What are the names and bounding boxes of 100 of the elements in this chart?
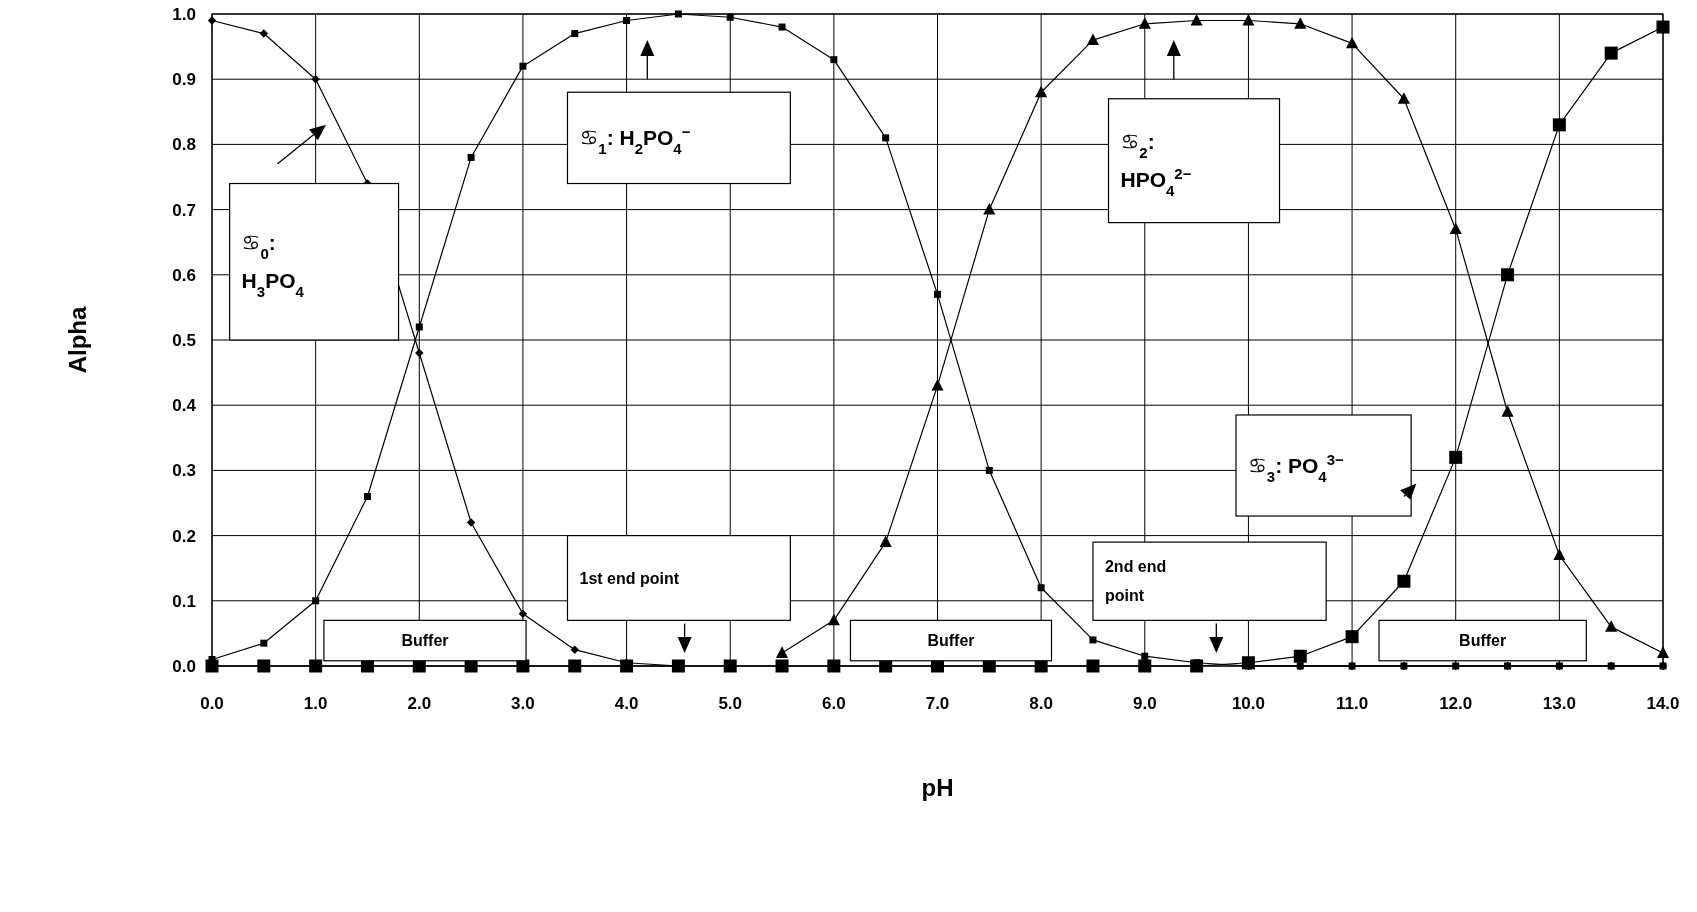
point — [934, 290, 941, 298]
point — [1294, 17, 1307, 29]
point — [205, 659, 219, 673]
x-tick-label: 9.0 — [1132, 694, 1157, 713]
x-tick-label: 0.0 — [200, 694, 224, 713]
point — [1552, 118, 1566, 132]
point — [827, 659, 841, 673]
point — [1604, 46, 1618, 60]
point — [519, 62, 527, 70]
point — [879, 659, 893, 673]
y-tick-label: 0.2 — [172, 526, 196, 546]
point — [931, 379, 944, 391]
point — [516, 659, 530, 673]
annotation: ♋$_{0}$: H$_{3}$PO$_{4}$ — [241, 231, 305, 300]
point — [983, 203, 996, 215]
point — [1656, 20, 1670, 34]
point — [775, 646, 789, 658]
x-tick-label: 14.0 — [1646, 694, 1680, 713]
y-tick-label: 0.5 — [172, 331, 196, 350]
point — [466, 518, 476, 527]
point — [1089, 636, 1097, 644]
point — [620, 659, 634, 673]
point — [1656, 646, 1670, 658]
point — [1034, 659, 1048, 673]
y-tick-label: 0.8 — [172, 135, 196, 155]
point — [1296, 662, 1304, 670]
x-tick-label: 2.0 — [407, 694, 432, 713]
point — [882, 134, 890, 142]
point — [467, 153, 475, 161]
point — [1449, 222, 1462, 235]
point — [931, 659, 944, 673]
point — [1190, 659, 1204, 673]
point — [1086, 33, 1100, 46]
point — [1138, 17, 1151, 29]
point — [982, 659, 996, 673]
point — [1501, 268, 1515, 282]
point — [778, 23, 786, 31]
annotation: Buffer — [1459, 632, 1507, 650]
y-tick-label: 0.6 — [172, 265, 196, 285]
point — [518, 609, 528, 619]
y-tick-label: 0.9 — [172, 70, 196, 90]
annotation: Buffer — [401, 632, 449, 650]
x-tick-label: 10.0 — [1231, 694, 1265, 713]
x-tick-label: 4.0 — [614, 694, 639, 713]
point — [1397, 574, 1411, 588]
point — [1293, 649, 1307, 663]
point — [985, 466, 993, 474]
point — [259, 29, 269, 38]
y-tick-label: 1.0 — [172, 5, 196, 24]
point — [623, 17, 631, 25]
point — [415, 323, 423, 331]
x-tick-label: 5.0 — [718, 694, 743, 713]
annotation: 2nd end point — [1104, 558, 1167, 605]
point — [1086, 659, 1100, 673]
point — [415, 348, 424, 358]
point — [1190, 13, 1203, 26]
point — [363, 492, 371, 500]
point — [360, 659, 374, 673]
point — [571, 30, 579, 38]
point — [207, 16, 217, 25]
point — [309, 659, 323, 673]
y-tick-label: 0.1 — [172, 591, 196, 611]
x-tick-label: 12.0 — [1439, 694, 1473, 713]
annotation: 1st end point — [579, 569, 680, 587]
point — [775, 659, 789, 673]
point — [257, 659, 271, 673]
point — [726, 13, 734, 21]
point — [1449, 450, 1463, 464]
point — [1605, 620, 1618, 632]
x-tick-label: 6.0 — [822, 694, 846, 713]
point — [1553, 548, 1566, 561]
point — [827, 613, 840, 626]
y-tick-label: 0.0 — [172, 657, 196, 676]
point — [1397, 92, 1410, 104]
point — [1345, 630, 1359, 644]
point — [260, 639, 268, 647]
point — [311, 75, 320, 84]
point — [1037, 584, 1045, 592]
point — [674, 10, 682, 18]
y-tick-label: 0.3 — [172, 461, 196, 481]
point — [464, 659, 478, 673]
x-tick-label: 7.0 — [925, 694, 950, 713]
x-tick-label: 3.0 — [511, 694, 535, 713]
x-tick-label: 11.0 — [1335, 694, 1369, 713]
point — [568, 659, 582, 673]
y-tick-label: 0.4 — [172, 396, 197, 416]
point — [312, 597, 320, 605]
point — [879, 535, 892, 548]
point — [1346, 36, 1359, 49]
x-axis-title: pH — [921, 774, 954, 801]
point — [1501, 405, 1514, 417]
point — [412, 659, 426, 673]
point — [1141, 652, 1149, 660]
point — [1138, 659, 1152, 673]
point — [830, 56, 838, 64]
x-tick-label: 8.0 — [1029, 694, 1053, 713]
annotation: Buffer — [927, 632, 975, 650]
y-tick-label: 0.7 — [172, 200, 196, 220]
x-tick-label: 13.0 — [1542, 694, 1576, 713]
point — [570, 645, 579, 654]
